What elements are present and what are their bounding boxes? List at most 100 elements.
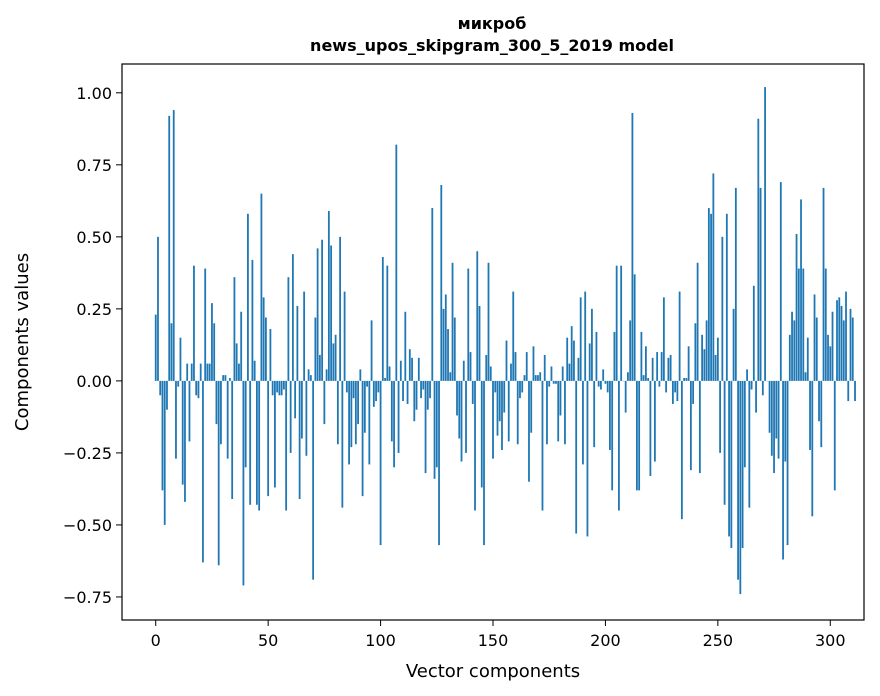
bar: [256, 380, 258, 505]
bar: [321, 239, 324, 381]
bar: [471, 380, 474, 404]
bar: [746, 369, 748, 381]
bar: [280, 380, 283, 396]
x-tick-label: 250: [703, 631, 734, 650]
bar: [190, 363, 193, 381]
y-tick-label: −0.25: [63, 444, 112, 463]
bar: [512, 291, 515, 381]
bar: [755, 380, 757, 413]
bar: [474, 380, 476, 511]
bar: [483, 380, 485, 546]
bar: [555, 380, 557, 384]
bar: [195, 380, 198, 396]
bar: [334, 334, 337, 381]
bar: [829, 346, 832, 381]
bar: [761, 380, 764, 396]
bar: [296, 305, 299, 381]
bar: [242, 380, 245, 586]
bar: [170, 323, 173, 381]
bar: [764, 87, 766, 381]
bar: [642, 375, 645, 381]
bar: [703, 349, 706, 381]
bar: [550, 366, 553, 381]
bar: [159, 380, 162, 396]
bar: [505, 340, 508, 381]
bar: [462, 360, 465, 381]
bar: [728, 380, 730, 537]
bar: [586, 380, 589, 537]
bar: [244, 380, 247, 468]
chart-title-line-1: микроб: [458, 14, 527, 33]
bar: [420, 380, 422, 399]
bar: [532, 346, 535, 381]
bar: [546, 380, 548, 445]
bar: [372, 380, 375, 407]
bar: [696, 262, 699, 381]
bar: [669, 354, 672, 381]
y-tick-label: 0.25: [76, 300, 112, 319]
bar: [845, 291, 847, 381]
bar: [267, 380, 270, 497]
bar: [240, 311, 243, 381]
bar: [849, 308, 852, 381]
bar: [847, 380, 850, 402]
bar: [199, 363, 202, 381]
bar: [701, 334, 704, 381]
bar: [827, 334, 829, 381]
bar: [539, 372, 542, 381]
bar: [366, 380, 368, 387]
bar: [543, 354, 546, 381]
bar: [157, 236, 159, 381]
bar: [213, 323, 216, 381]
bar: [186, 363, 189, 381]
bar: [274, 380, 276, 488]
x-tick-label: 200: [590, 631, 621, 650]
bar: [636, 380, 638, 491]
bar: [247, 213, 249, 381]
bar: [797, 268, 800, 381]
bar: [456, 380, 458, 416]
bar: [399, 360, 402, 381]
bar: [408, 349, 411, 381]
bar: [793, 320, 796, 381]
y-tick-label: −0.75: [63, 588, 112, 607]
bar: [525, 352, 528, 381]
bar: [269, 329, 272, 381]
bar: [314, 317, 317, 381]
x-tick-label: 0: [151, 631, 161, 650]
bar: [815, 317, 818, 381]
bar: [737, 380, 739, 580]
bar: [651, 357, 654, 381]
bar: [588, 343, 591, 381]
bar: [721, 236, 724, 381]
bar: [208, 363, 211, 381]
bar: [809, 380, 811, 451]
x-tick-label: 300: [815, 631, 846, 650]
bar: [177, 380, 180, 387]
bar: [370, 320, 373, 381]
bar: [779, 182, 782, 381]
bar: [624, 380, 627, 413]
bar: [294, 380, 297, 419]
bar: [602, 369, 605, 381]
bar: [406, 380, 409, 404]
bar: [676, 380, 679, 402]
bar: [510, 363, 512, 381]
bar: [854, 380, 856, 402]
bar: [431, 208, 434, 381]
bar: [285, 380, 288, 511]
bar: [498, 380, 501, 422]
bar: [348, 380, 350, 465]
bar: [802, 268, 805, 381]
bar: [442, 308, 445, 381]
bar: [584, 291, 587, 381]
bar: [249, 380, 252, 505]
bar: [739, 380, 742, 595]
bar: [687, 346, 690, 381]
bar: [352, 380, 355, 399]
bar: [638, 380, 641, 491]
bar: [804, 372, 807, 381]
bar: [725, 213, 728, 381]
bar: [368, 380, 371, 465]
bar: [694, 323, 697, 381]
